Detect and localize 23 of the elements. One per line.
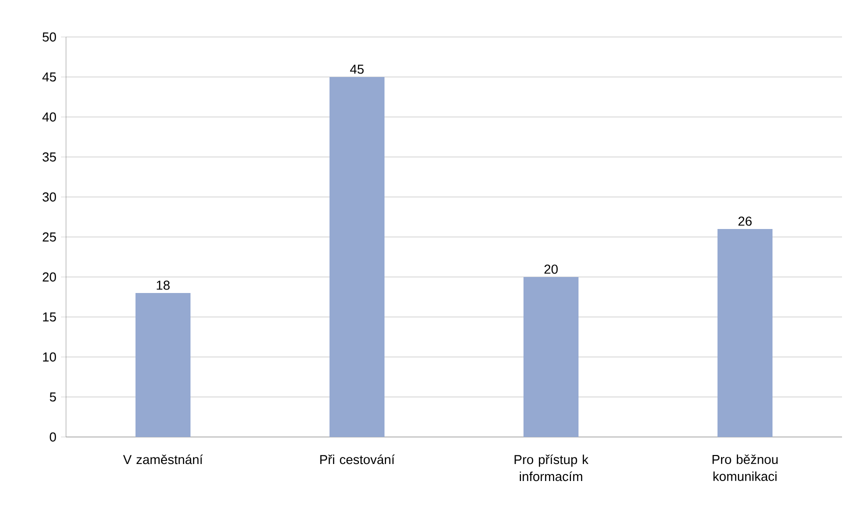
x-tick-label: V zaměstnání xyxy=(123,454,203,464)
y-tick-label: 30 xyxy=(42,192,56,202)
data-label: 26 xyxy=(738,216,752,226)
data-label: 20 xyxy=(544,264,558,274)
y-tick-label: 20 xyxy=(42,272,56,282)
y-tick-label: 15 xyxy=(43,312,56,322)
y-tick-label: 45 xyxy=(42,72,56,82)
y-tick-label: 5 xyxy=(50,392,56,402)
y-tick-label: 35 xyxy=(42,152,56,162)
y-tick-label: 0 xyxy=(50,432,56,442)
x-tick-label: Při cestování xyxy=(320,454,395,464)
x-tick-label: Pro běžnou komunikaci xyxy=(712,454,778,481)
data-label: 45 xyxy=(350,64,364,74)
bar xyxy=(524,276,579,437)
x-tick-label: Pro přístup k informacím xyxy=(514,454,588,482)
y-tick-label: 25 xyxy=(42,232,56,242)
data-label: 18 xyxy=(156,280,170,290)
bar xyxy=(718,228,773,437)
y-tick-label: 40 xyxy=(42,112,56,122)
bar xyxy=(136,292,191,437)
bar xyxy=(330,76,385,437)
y-tick-label: 50 xyxy=(42,32,56,42)
y-tick-label: 10 xyxy=(43,352,56,362)
